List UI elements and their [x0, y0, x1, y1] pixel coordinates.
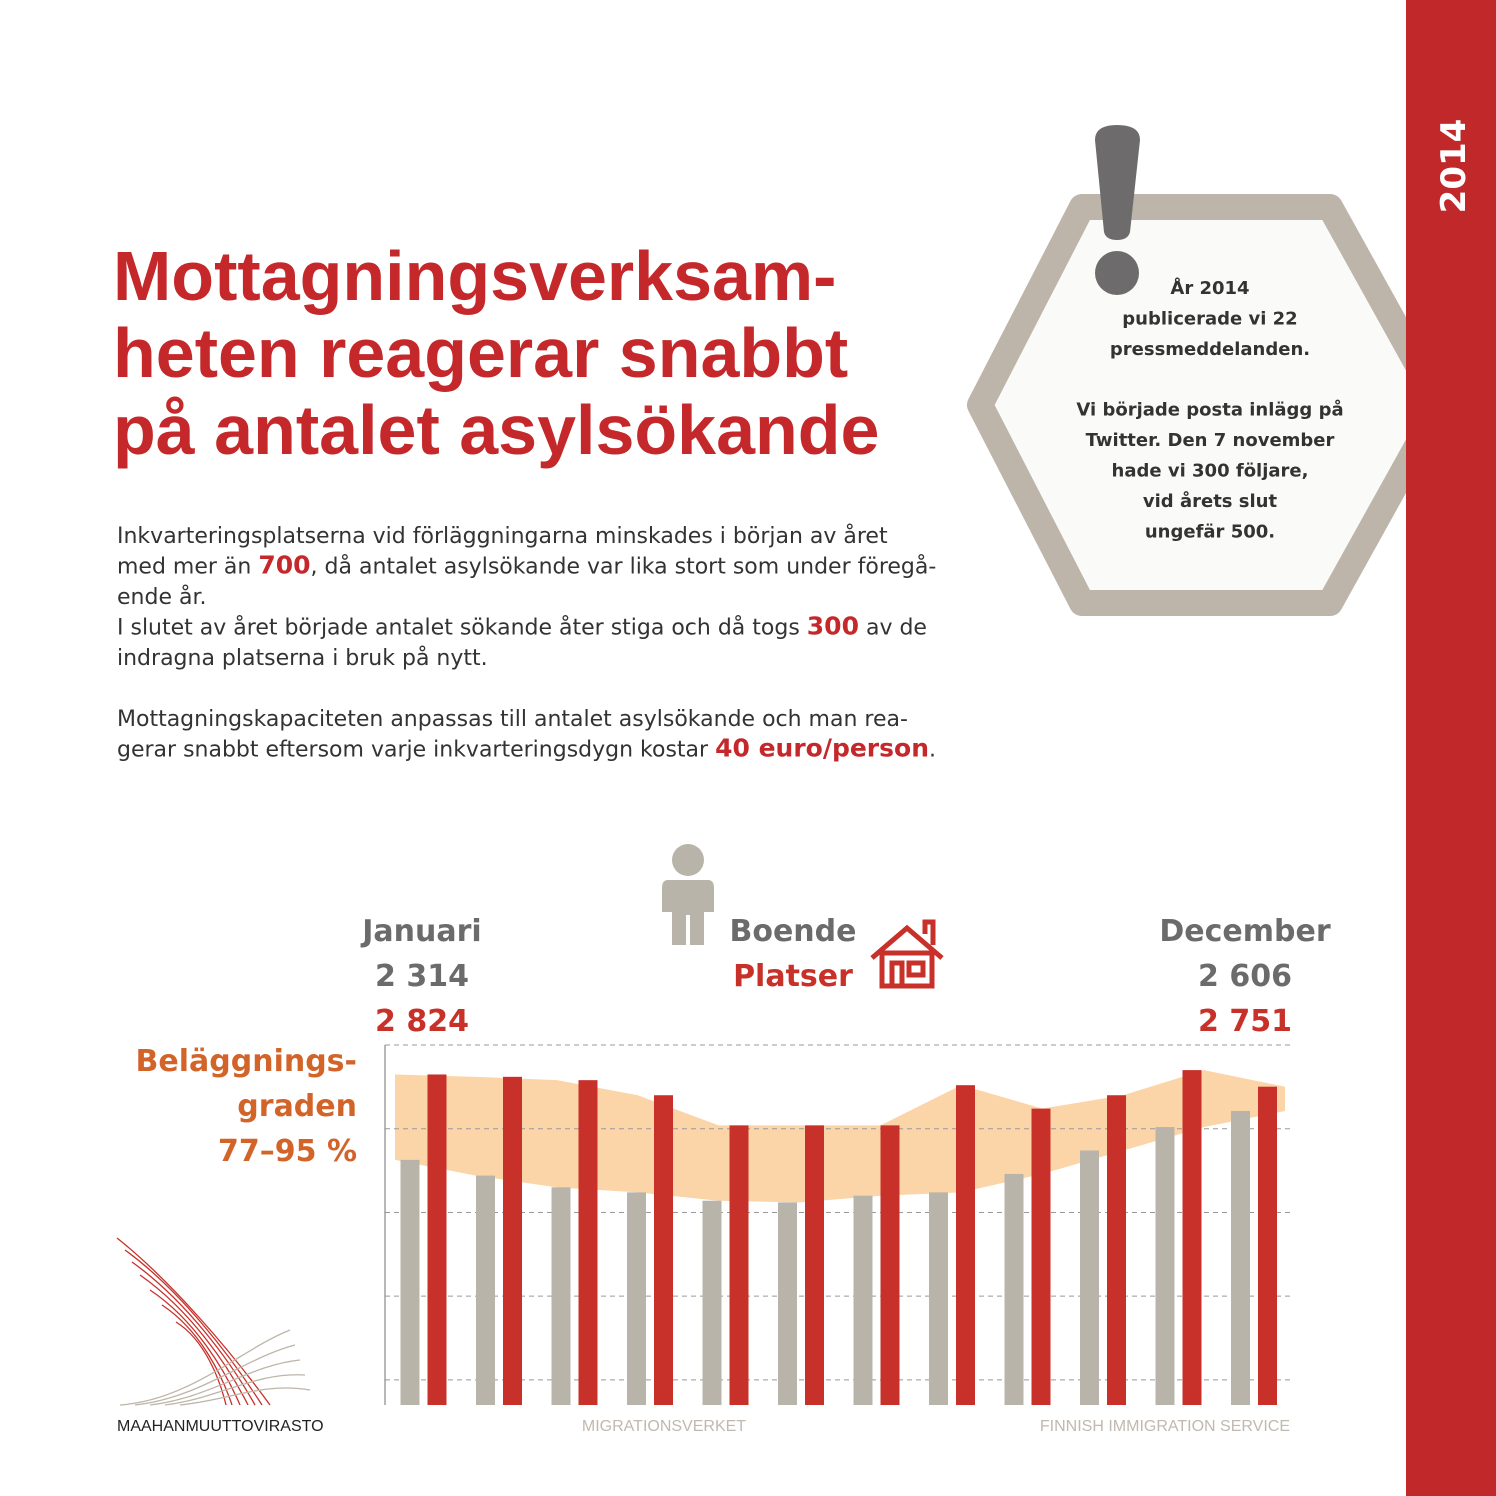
- body-line: Mottagningskapaciteten anpassas till ant…: [117, 707, 908, 732]
- bar: [1080, 1150, 1099, 1405]
- note-line: ungefär 500.: [1145, 522, 1275, 543]
- bar: [729, 1125, 749, 1405]
- note-line: publicerade vi 22: [1122, 309, 1297, 330]
- body-line: ende år.: [117, 584, 206, 610]
- title-line: Mottagningsverksam-: [113, 237, 836, 315]
- bar: [702, 1200, 722, 1405]
- note-line: hade vi 300 följare,: [1112, 461, 1309, 482]
- body-line: med mer än 700, då antalet asylsökande v…: [117, 551, 936, 580]
- value-label: 2 314: [375, 959, 469, 994]
- bar: [627, 1192, 646, 1405]
- body-highlight: 300: [807, 612, 859, 641]
- bar: [1155, 1127, 1175, 1405]
- bar: [654, 1095, 673, 1405]
- bar: [1231, 1110, 1250, 1405]
- body-line: I slutet av året började antalet sökande…: [117, 612, 927, 641]
- body-text: Mottagningskapaciteten anpassas till ant…: [117, 707, 908, 732]
- category-label: Januari: [360, 914, 481, 949]
- bar: [956, 1085, 975, 1405]
- bar: [427, 1074, 447, 1405]
- bar: [805, 1125, 824, 1405]
- band-label: 77–95 %: [218, 1134, 357, 1169]
- body-text: med mer än: [117, 555, 258, 580]
- body-text: Inkvarteringsplatserna vid förläggningar…: [117, 523, 888, 549]
- bar: [1258, 1086, 1277, 1405]
- footer-left: MAAHANMUUTTOVIRASTO: [117, 1418, 324, 1435]
- bar: [929, 1192, 948, 1405]
- logo: [116, 1237, 311, 1406]
- note-line: Vi började posta inlägg på: [1076, 399, 1343, 421]
- body-text: , då antalet asylsökande var lika stort …: [311, 554, 937, 580]
- body-text: ende år.: [117, 584, 206, 610]
- body-line: gerar snabbt eftersom varje inkvartering…: [117, 734, 936, 763]
- person-icon: [662, 844, 714, 945]
- bar: [503, 1076, 522, 1405]
- note-line: pressmeddelanden.: [1110, 339, 1310, 360]
- note-hexagon: [967, 194, 1453, 616]
- exclamation-dot: [1095, 251, 1139, 295]
- legend-label: Boende: [729, 914, 856, 949]
- house-icon: [870, 919, 944, 989]
- footer-right: FINNISH IMMIGRATION SERVICE: [1040, 1418, 1290, 1435]
- note-line: År 2014: [1170, 276, 1249, 299]
- bar: [1107, 1095, 1126, 1405]
- footer-center: MIGRATIONSVERKET: [582, 1418, 746, 1435]
- note-line: Twitter. Den 7 november: [1086, 430, 1335, 451]
- occupancy-band: [395, 1070, 1285, 1203]
- body-text: av de: [859, 616, 927, 641]
- bar: [880, 1125, 900, 1405]
- body-line: Inkvarteringsplatserna vid förläggningar…: [117, 523, 888, 549]
- band-label: Beläggnings-: [136, 1044, 357, 1079]
- body-text: indragna platserna i bruk på nytt.: [117, 645, 488, 671]
- title-line: på antalet asylsökande: [113, 391, 879, 469]
- category-label: December: [1159, 914, 1330, 949]
- body-highlight: 700: [258, 551, 310, 580]
- side-strip: [1406, 0, 1496, 1496]
- bar: [578, 1080, 598, 1405]
- bar: [400, 1159, 420, 1405]
- value-label: 2 751: [1198, 1004, 1292, 1039]
- bar: [778, 1202, 797, 1405]
- body-text: .: [929, 738, 936, 763]
- bar: [1004, 1173, 1024, 1405]
- bar: [476, 1175, 495, 1405]
- bar: [1031, 1108, 1051, 1405]
- body-text: I slutet av året började antalet sökande…: [117, 615, 807, 641]
- bar: [551, 1187, 571, 1405]
- bar: [1182, 1070, 1202, 1405]
- body-line: indragna platserna i bruk på nytt.: [117, 645, 488, 671]
- body-highlight: 40 euro/person: [715, 734, 929, 763]
- band-label: graden: [237, 1089, 357, 1124]
- body-text: gerar snabbt eftersom varje inkvartering…: [117, 738, 715, 763]
- exclamation-bar: [1095, 125, 1140, 240]
- side-label: 2014: [1434, 119, 1474, 214]
- legend-label: Platser: [733, 959, 853, 994]
- value-label: 2 824: [375, 1004, 469, 1039]
- bar: [853, 1195, 873, 1405]
- note-line: vid årets slut: [1143, 490, 1278, 512]
- title-line: heten reagerar snabbt: [113, 314, 848, 392]
- value-label: 2 606: [1198, 959, 1292, 994]
